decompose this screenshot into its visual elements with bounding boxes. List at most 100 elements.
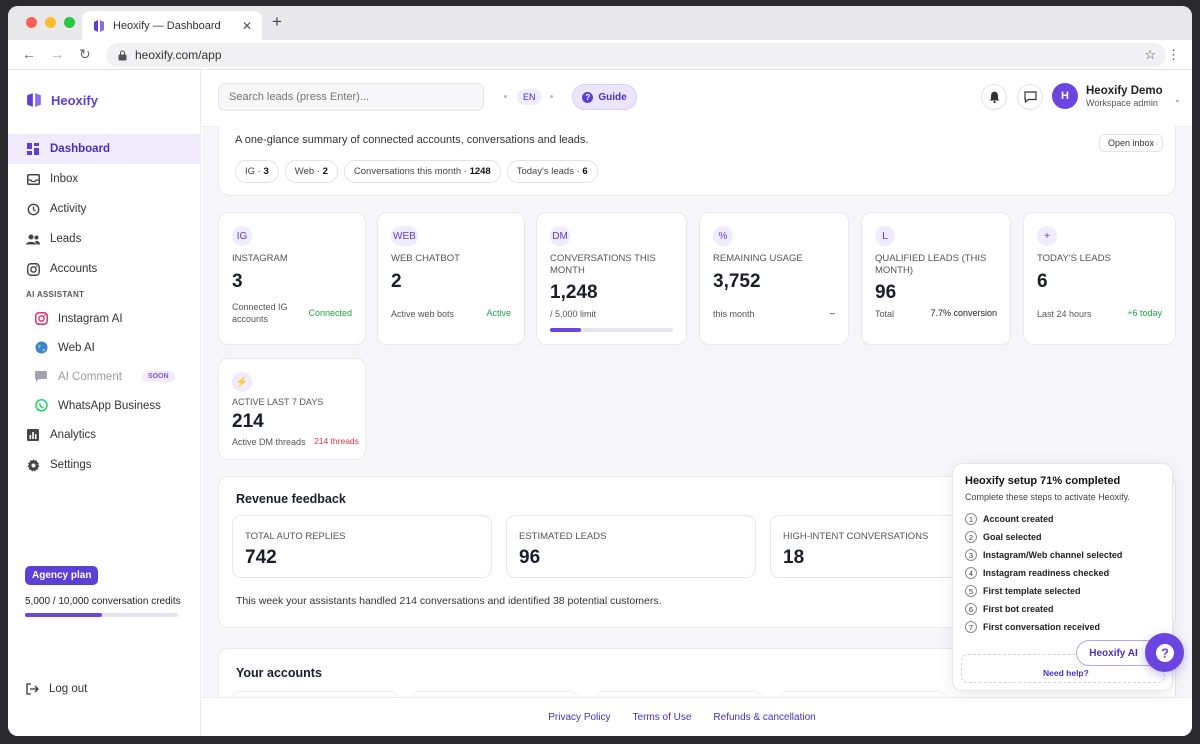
sidebar-item-activity[interactable]: Activity — [8, 194, 201, 224]
browser-menu-icon[interactable]: ⋮ — [1167, 47, 1180, 62]
instagram-icon — [34, 312, 48, 326]
close-window-button[interactable] — [26, 17, 37, 28]
metric-value: 742 — [245, 547, 277, 568]
stat-sub: Last 24 hours — [1037, 309, 1092, 319]
sidebar-item-dashboard[interactable]: Dashboard — [8, 134, 201, 164]
setup-step[interactable]: 4 Instagram readiness checked — [965, 564, 1122, 582]
user-role: Workspace admin — [1086, 97, 1158, 108]
notifications-button[interactable] — [981, 84, 1007, 110]
ai-assistant-section-label: AI ASSISTANT — [26, 289, 85, 299]
messages-button[interactable] — [1017, 84, 1043, 110]
sidebar-item-label: Leads — [50, 233, 82, 245]
reload-icon[interactable]: ↻ — [79, 46, 91, 62]
chevron-down-icon[interactable]: ⌄ — [1174, 95, 1181, 104]
users-icon — [26, 232, 40, 246]
url-field[interactable]: heoxify.com/app ☆ — [106, 43, 1166, 67]
step-number: 6 — [965, 603, 977, 615]
minimize-window-button[interactable] — [45, 17, 56, 28]
step-number: 4 — [965, 567, 977, 579]
close-tab-icon[interactable]: ✕ — [241, 18, 252, 33]
sidebar-item-label: Instagram AI — [58, 312, 123, 325]
open-inbox-button[interactable]: Open inbox — [1098, 134, 1163, 152]
step-number: 1 — [965, 513, 977, 525]
sidebar-item-accounts[interactable]: Accounts — [8, 254, 201, 284]
guide-label: Guide — [598, 91, 627, 103]
step-label: First template selected — [983, 586, 1081, 596]
setup-step[interactable]: 7 First conversation received — [965, 618, 1122, 636]
section-title: Revenue feedback — [236, 492, 346, 506]
chip-label: Web — [294, 166, 315, 177]
separator-dot — [504, 95, 507, 98]
stat-card-remaining-usage[interactable]: % REMAINING USAGE 3,752 this month – — [699, 212, 849, 345]
threads-count: 214 threads — [314, 436, 359, 446]
terms-of-use-link[interactable]: Terms of Use — [632, 711, 692, 723]
forward-icon[interactable]: → — [50, 46, 64, 62]
user-menu[interactable]: H Heoxify Demo Workspace admin — [1052, 83, 1163, 109]
stat-card-conversations[interactable]: DM CONVERSATIONS THIS MONTH 1,248 / 5,00… — [536, 212, 687, 345]
section-title: Your accounts — [236, 666, 322, 680]
stat-card-todays-leads[interactable]: + TODAY'S LEADS 6 Last 24 hours +6 today — [1023, 212, 1176, 345]
sidebar-item-leads[interactable]: Leads — [8, 224, 201, 254]
grid-icon — [26, 142, 40, 156]
sidebar-item-instagram-ai[interactable]: Instagram AI — [8, 304, 201, 333]
sidebar-item-label: Inbox — [50, 173, 79, 185]
sidebar-item-whatsapp-business[interactable]: WhatsApp Business — [8, 391, 201, 420]
metric-label: ESTIMATED LEADS — [519, 531, 607, 542]
setup-step[interactable]: 1 Account created — [965, 510, 1122, 528]
logout-button[interactable]: Log out — [26, 683, 87, 695]
new-tab-button[interactable]: + — [272, 12, 282, 31]
setup-step[interactable]: 2 Goal selected — [965, 528, 1122, 546]
avatar: H — [1052, 83, 1078, 109]
setup-steps: 1 Account created 2 Goal selected 3 Instagr… — [965, 510, 1122, 636]
chip-ig[interactable]: IG · 3 — [235, 160, 279, 183]
stat-value: 96 — [875, 282, 897, 303]
bookmark-star-icon[interactable]: ☆ — [1144, 47, 1156, 62]
step-label: First bot created — [983, 604, 1054, 614]
brand[interactable]: Heoxify — [26, 92, 98, 108]
setup-step[interactable]: 5 First template selected — [965, 582, 1122, 600]
revenue-summary-text: This week your assistants handled 214 co… — [236, 595, 662, 607]
language-selector[interactable]: EN — [517, 89, 542, 105]
sidebar-item-ai-comment[interactable]: AI Comment SOON — [8, 362, 201, 391]
stat-sub: / 5,000 limit — [550, 309, 597, 319]
metric-estimated-leads: ESTIMATED LEADS 96 — [506, 515, 756, 578]
browser-window: Heoxify — Dashboard ✕ + ← → ↻ heoxify.co… — [8, 6, 1192, 736]
sidebar-item-analytics[interactable]: Analytics — [8, 420, 201, 450]
lock-icon — [118, 50, 127, 60]
search-input[interactable] — [218, 83, 484, 111]
svg-text:?: ? — [1161, 645, 1169, 660]
stat-card-web-chatbot[interactable]: WEB WEB CHATBOT 2 Active web bots Active — [377, 212, 525, 345]
sidebar-item-web-ai[interactable]: Web AI — [8, 333, 201, 362]
privacy-policy-link[interactable]: Privacy Policy — [548, 711, 611, 723]
back-icon[interactable]: ← — [22, 46, 36, 62]
stat-card-instagram[interactable]: IG INSTAGRAM 3 Connected IG accounts Con… — [218, 212, 366, 345]
refunds-link[interactable]: Refunds & cancellation — [713, 711, 816, 723]
stat-card-qualified-leads[interactable]: L QUALIFIED LEADS (THIS MONTH) 96 Total … — [861, 212, 1011, 345]
help-fab-button[interactable]: ? — [1145, 633, 1184, 672]
plan-badge[interactable]: Agency plan — [25, 566, 99, 585]
stat-value: 214 — [232, 411, 264, 432]
sidebar-item-inbox[interactable]: Inbox — [8, 164, 201, 194]
metric-value: 18 — [783, 547, 805, 568]
stat-card-active-7-days[interactable]: ⚡ ACTIVE LAST 7 DAYS 214 Active DM threa… — [218, 358, 366, 460]
sidebar-item-settings[interactable]: Settings — [8, 450, 201, 480]
browser-tab[interactable]: Heoxify — Dashboard ✕ — [82, 11, 262, 40]
need-help-link[interactable]: Need help? — [1043, 668, 1089, 678]
maximize-window-button[interactable] — [64, 17, 75, 28]
plan-usage-bar — [25, 613, 178, 617]
metric-value: 96 — [519, 547, 541, 568]
chip-web[interactable]: Web · 2 — [284, 160, 338, 183]
plan-usage-text: 5,000 / 10,000 conversation credits — [25, 596, 181, 607]
chip-todays-leads[interactable]: Today's leads · 6 — [506, 160, 598, 183]
address-bar: ← → ↻ heoxify.com/app ☆ ⋮ — [8, 40, 1192, 70]
guide-button[interactable]: ? Guide — [572, 84, 637, 110]
stat-sub: Active web bots — [391, 309, 455, 319]
setup-step[interactable]: 6 First bot created — [965, 600, 1122, 618]
chip-conversations[interactable]: Conversations this month · 1248 — [343, 160, 501, 183]
status-badge: Connected — [308, 308, 352, 318]
instagram-icon — [26, 262, 40, 276]
step-label: First conversation received — [983, 622, 1101, 632]
conversion-rate: 7.7% conversion — [930, 308, 997, 318]
setup-step[interactable]: 3 Instagram/Web channel selected — [965, 546, 1122, 564]
setup-subtitle: Complete these steps to activate Heoxify… — [965, 492, 1130, 502]
